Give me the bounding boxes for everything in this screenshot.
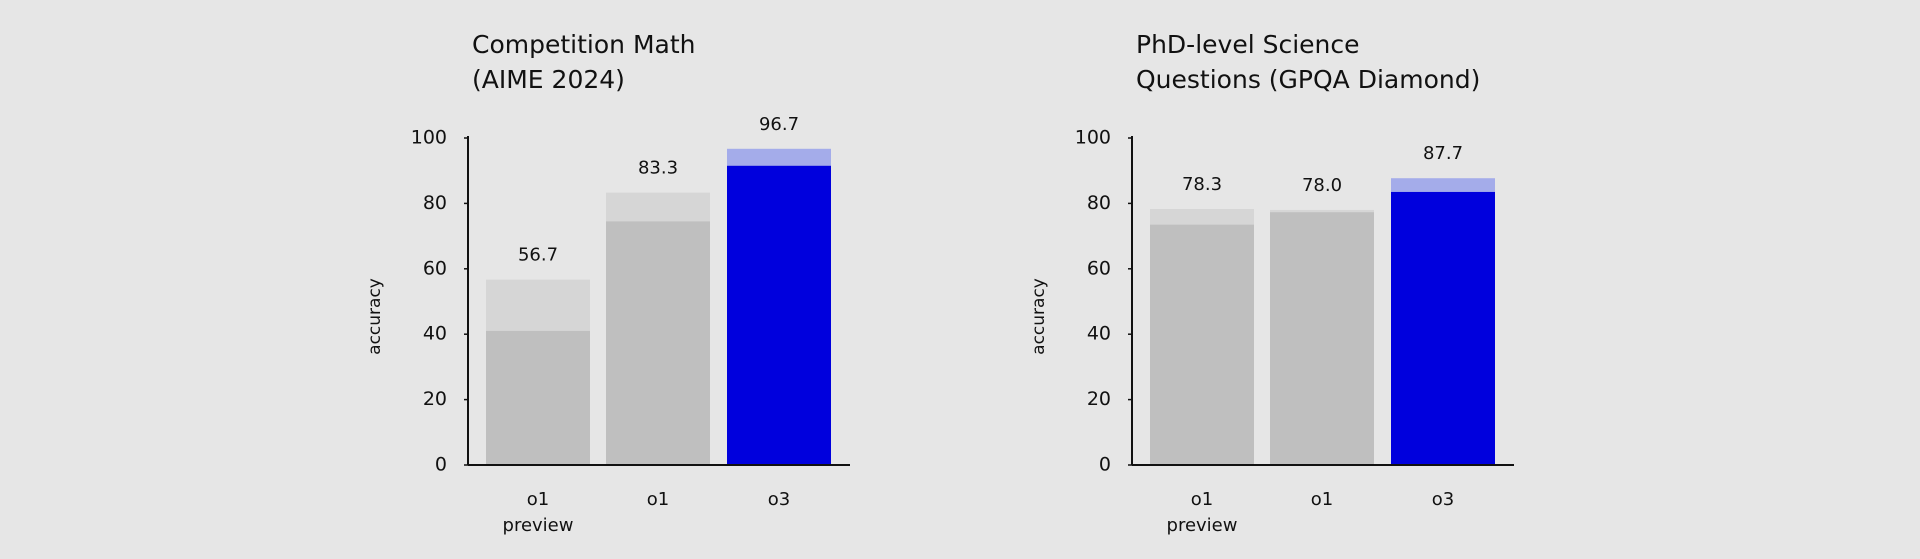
- chart-title: Competition Math: [472, 30, 695, 59]
- value-label: 78.0: [1302, 175, 1342, 196]
- x-tick-label: o1: [1311, 489, 1333, 510]
- y-tick-label: 40: [423, 323, 447, 345]
- chart-title: Questions (GPQA Diamond): [1136, 65, 1480, 94]
- y-tick-label: 100: [411, 127, 447, 149]
- bar: [1391, 191, 1495, 465]
- y-tick-label: 0: [1099, 454, 1111, 476]
- value-label: 87.7: [1423, 143, 1463, 164]
- y-tick-label: 80: [1087, 192, 1111, 214]
- value-label: 96.7: [759, 114, 799, 135]
- y-axis-label: accuracy: [1029, 278, 1049, 355]
- chart-title: (AIME 2024): [472, 65, 625, 94]
- y-tick-label: 40: [1087, 323, 1111, 345]
- value-label: 56.7: [518, 245, 558, 266]
- y-tick-label: 100: [1075, 127, 1111, 149]
- bar: [1270, 212, 1374, 465]
- chart-title: PhD-level Science: [1136, 30, 1360, 59]
- x-tick-label: o1: [527, 489, 549, 510]
- x-tick-label: o3: [768, 489, 790, 510]
- y-tick-label: 20: [423, 388, 447, 410]
- value-label: 83.3: [638, 158, 678, 179]
- x-tick-label: o3: [1432, 489, 1454, 510]
- x-tick-label: preview: [503, 515, 574, 536]
- y-tick-label: 0: [435, 454, 447, 476]
- x-tick-label: o1: [1191, 489, 1213, 510]
- bar: [486, 330, 590, 465]
- y-tick-label: 60: [1087, 257, 1111, 279]
- bar: [606, 221, 710, 465]
- bar: [1150, 224, 1254, 465]
- y-tick-label: 20: [1087, 388, 1111, 410]
- value-label: 78.3: [1182, 174, 1222, 195]
- bar: [727, 165, 831, 466]
- x-tick-label: preview: [1167, 515, 1238, 536]
- y-tick-label: 80: [423, 192, 447, 214]
- y-tick-label: 60: [423, 257, 447, 279]
- y-axis-label: accuracy: [365, 278, 385, 355]
- x-tick-label: o1: [647, 489, 669, 510]
